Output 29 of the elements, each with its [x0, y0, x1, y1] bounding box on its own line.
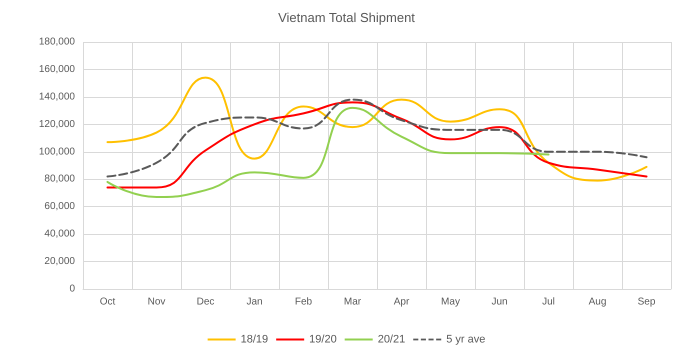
legend-label: 19/20: [309, 334, 337, 346]
y-tick-label: 120,000: [38, 118, 76, 130]
line-series: [106, 76, 648, 182]
y-tick-label: 80,000: [44, 174, 76, 185]
x-tick-label: Feb: [294, 296, 313, 308]
x-tick-label: Mar: [344, 296, 362, 308]
x-tick-label: Jan: [246, 296, 263, 308]
x-tick-label: Apr: [394, 296, 410, 308]
line-series: [106, 106, 550, 198]
y-tick-label: 100,000: [38, 146, 76, 158]
chart-title: Vietnam Total Shipment: [278, 10, 416, 25]
y-tick-label: 180,000: [38, 36, 76, 48]
y-tick-label: 160,000: [38, 64, 76, 75]
x-tick-label: Jul: [542, 296, 555, 308]
y-tick-label: 20,000: [44, 256, 76, 268]
y-tick-label: 0: [69, 284, 76, 294]
x-tick-label: Nov: [148, 296, 166, 308]
y-tick-label: 40,000: [44, 228, 76, 240]
x-tick-label: Jun: [491, 296, 508, 308]
x-tick-label: Dec: [196, 296, 214, 308]
legend-label: 18/19: [240, 334, 268, 346]
legend-label: 5 yr ave: [446, 334, 486, 346]
x-tick-label: May: [441, 296, 460, 308]
x-tick-label: Oct: [100, 296, 116, 308]
legend-label: 20/21: [378, 334, 406, 346]
y-tick-label: 60,000: [44, 201, 76, 212]
x-tick-label: Aug: [588, 296, 606, 308]
y-tick-label: 140,000: [38, 91, 76, 102]
x-tick-label: Sep: [638, 296, 656, 308]
